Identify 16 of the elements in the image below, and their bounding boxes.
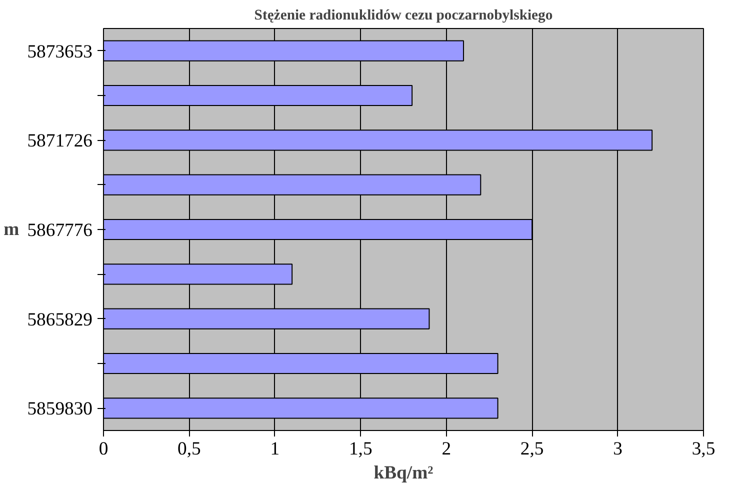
x-tick-label: 2 bbox=[442, 438, 452, 460]
chart-title: Stężenie radionuklidów cezu poczarnobylskiego bbox=[254, 8, 553, 24]
y-tick-label: 5867776 bbox=[27, 220, 92, 241]
y-tick-label: 5873653 bbox=[27, 41, 92, 62]
x-tick-label: 3 bbox=[613, 438, 622, 460]
x-axis-title: kBq/m² bbox=[374, 462, 434, 484]
x-tick-label: 1,5 bbox=[348, 438, 372, 460]
y-tick-label: 5865829 bbox=[27, 309, 92, 330]
x-tick-label: 0,5 bbox=[178, 438, 201, 460]
x-tick-label: 3,5 bbox=[692, 438, 716, 460]
y-tick-label: 5871726 bbox=[27, 130, 92, 152]
x-tick-label: 1 bbox=[270, 438, 280, 460]
y-tick-label: 5859830 bbox=[27, 398, 92, 420]
y-axis-title: m bbox=[4, 219, 20, 240]
x-tick-label: 0 bbox=[98, 438, 108, 460]
x-tick-label: 2,5 bbox=[520, 438, 544, 460]
